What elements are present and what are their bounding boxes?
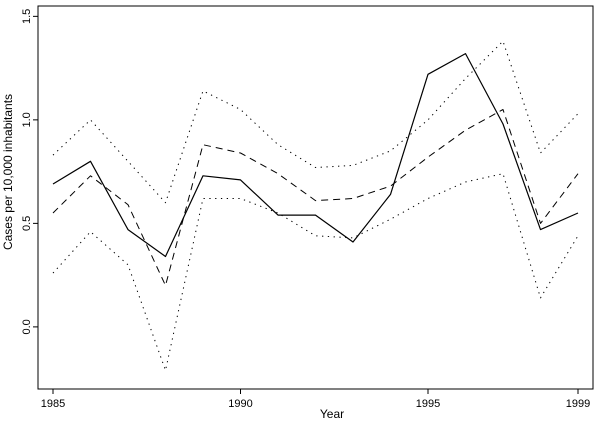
x-axis: 1985 1990 1995 1999 — [41, 389, 590, 410]
x-axis-title: Year — [320, 407, 344, 421]
series-dotted-lower-line — [52, 173, 579, 371]
x-tick-label: 1999 — [566, 398, 590, 410]
y-axis-title: Cases per 10,000 inhabitants — [1, 94, 15, 250]
y-tick-label: 0.0 — [21, 319, 33, 334]
y-tick-label: 0.5 — [21, 216, 33, 231]
series-layer — [52, 40, 579, 371]
y-tick-label: 1.5 — [21, 9, 33, 24]
series-solid-line — [52, 52, 579, 258]
x-tick-label: 1990 — [228, 398, 252, 410]
series-dotted-upper-line — [52, 40, 579, 204]
y-tick-label: 1.0 — [21, 112, 33, 127]
x-tick-label: 1995 — [416, 398, 440, 410]
y-axis: 0.0 0.5 1.0 1.5 — [21, 9, 38, 335]
series-dashed-line — [52, 109, 579, 286]
x-tick-label: 1985 — [41, 398, 65, 410]
plot-frame — [37, 5, 594, 390]
